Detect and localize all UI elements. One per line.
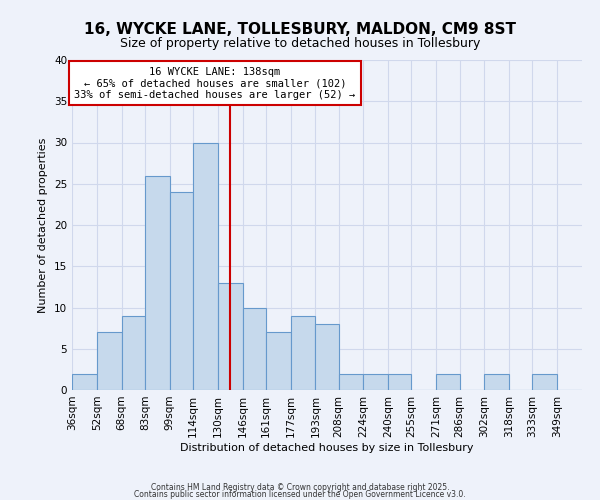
Bar: [242, 308, 266, 390]
Bar: [316, 324, 338, 390]
Bar: [290, 316, 316, 390]
Text: 16 WYCKE LANE: 138sqm
← 65% of detached houses are smaller (102)
33% of semi-det: 16 WYCKE LANE: 138sqm ← 65% of detached …: [74, 66, 355, 100]
Bar: [193, 142, 218, 390]
Bar: [97, 332, 122, 390]
Y-axis label: Number of detached properties: Number of detached properties: [38, 138, 49, 312]
Bar: [364, 374, 388, 390]
Bar: [484, 374, 509, 390]
Text: 16, WYCKE LANE, TOLLESBURY, MALDON, CM9 8ST: 16, WYCKE LANE, TOLLESBURY, MALDON, CM9 …: [84, 22, 516, 38]
Text: Contains HM Land Registry data © Crown copyright and database right 2025.: Contains HM Land Registry data © Crown c…: [151, 484, 449, 492]
X-axis label: Distribution of detached houses by size in Tollesbury: Distribution of detached houses by size …: [180, 442, 474, 452]
Bar: [122, 316, 145, 390]
Text: Size of property relative to detached houses in Tollesbury: Size of property relative to detached ho…: [120, 38, 480, 51]
Bar: [170, 192, 193, 390]
Bar: [145, 176, 170, 390]
Bar: [72, 374, 97, 390]
Bar: [436, 374, 460, 390]
Bar: [388, 374, 412, 390]
Bar: [532, 374, 557, 390]
Bar: [218, 283, 242, 390]
Bar: [338, 374, 364, 390]
Bar: [266, 332, 290, 390]
Text: Contains public sector information licensed under the Open Government Licence v3: Contains public sector information licen…: [134, 490, 466, 499]
